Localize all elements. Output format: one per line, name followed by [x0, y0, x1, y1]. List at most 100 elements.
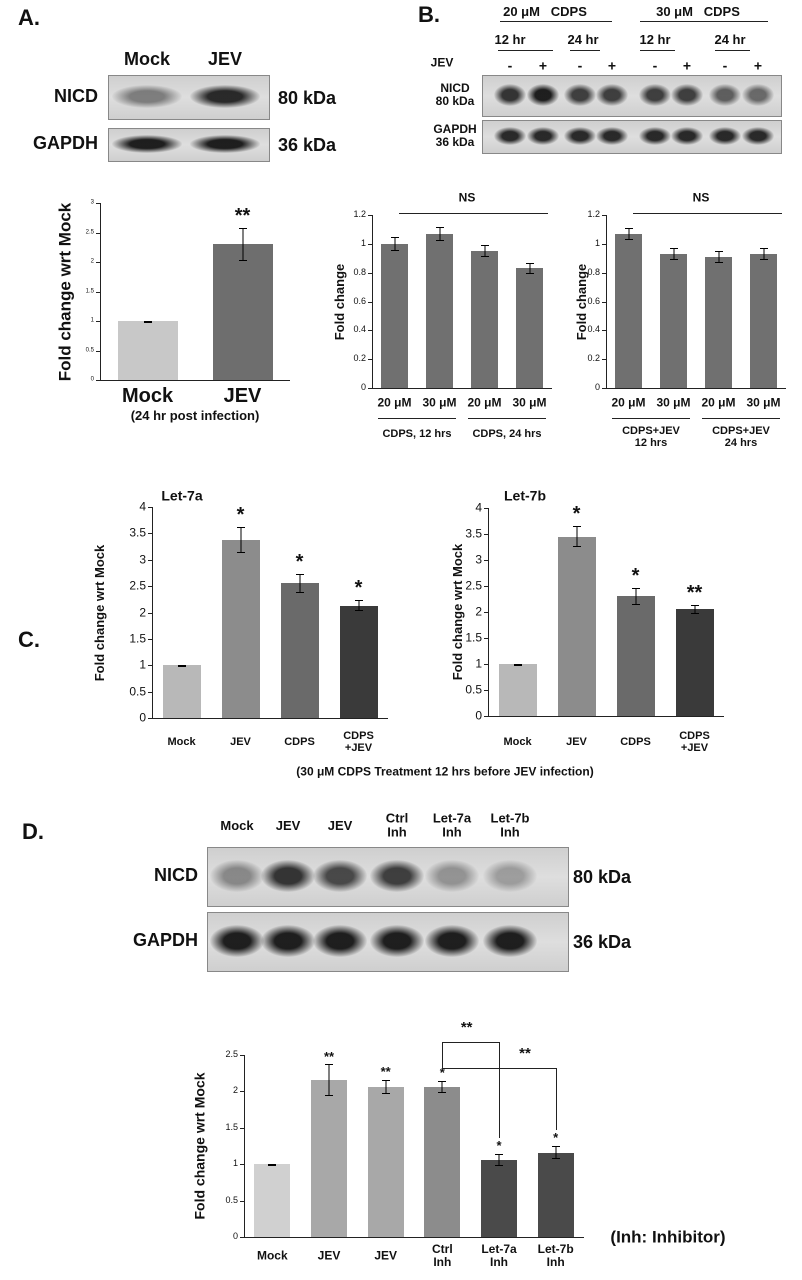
blot-band: [313, 860, 367, 892]
x-tick-label: 20 μM: [611, 395, 646, 410]
blot-band: [370, 925, 424, 957]
y-tick-label: 1.5: [465, 630, 482, 645]
x-tick-label: CDPS: [284, 735, 315, 748]
y-tick-label: 1: [232, 1158, 238, 1169]
row-label: NICD: [154, 865, 198, 886]
y-tick: [368, 272, 372, 274]
group-label: CDPS, 24 hrs: [472, 427, 542, 440]
y-tick: [484, 534, 488, 535]
x-tick-label: Let-7a Inh: [481, 1241, 517, 1269]
bar: [117, 321, 178, 380]
blot-band: [425, 860, 479, 892]
y-tick-label: 0: [232, 1231, 238, 1242]
bar: [162, 665, 201, 718]
lane-label: +: [607, 57, 617, 74]
x-tick-label: JEV: [374, 1248, 397, 1263]
y-tick-label: 3.5: [129, 525, 146, 540]
bar: [616, 596, 655, 716]
y-tick: [96, 291, 100, 293]
header-line: [500, 21, 612, 22]
group-line: [612, 418, 690, 419]
y-axis: [100, 203, 101, 380]
y-tick-label: 0: [90, 376, 94, 383]
y-tick-label: 1.5: [85, 288, 94, 295]
caption: (30 μM CDPS Treatment 12 hrs before JEV …: [296, 764, 594, 779]
y-tick-label: 0: [594, 382, 600, 393]
error-bar: [572, 526, 581, 547]
panel-label: C.: [18, 626, 40, 652]
bar: [280, 583, 319, 718]
significance-marker: *: [553, 1130, 559, 1146]
error-bar: [177, 665, 186, 668]
error-bar: [354, 600, 363, 611]
x-axis: [372, 388, 552, 389]
x-tick-label: CDPS: [620, 735, 651, 748]
y-axis: [372, 215, 373, 388]
y-tick: [484, 638, 488, 639]
y-tick: [148, 507, 152, 508]
blot-band: [370, 860, 424, 892]
bar: [339, 605, 378, 718]
blot-band: [483, 860, 537, 892]
y-tick-label: 1.2: [587, 209, 600, 220]
x-tick-label: Mock: [503, 735, 532, 748]
y-tick-label: 1: [475, 656, 482, 671]
y-axis-label: Fold change: [331, 263, 347, 340]
blot-band: [527, 127, 559, 145]
group-label: CDPS, 12 hrs: [382, 427, 452, 440]
y-axis: [488, 508, 489, 716]
error-bar: [624, 227, 633, 240]
error-bar: [551, 1146, 560, 1160]
y-tick-label: 2: [139, 604, 146, 619]
y-tick: [484, 508, 488, 509]
y-tick: [148, 612, 152, 614]
significance-marker: *: [572, 503, 581, 526]
x-tick-label: 20 μM: [701, 395, 736, 410]
y-tick: [148, 559, 152, 561]
significance-marker: *: [631, 564, 640, 587]
lane-label: Mock: [123, 49, 171, 70]
row-label: NICD 80 kDa: [435, 80, 475, 108]
y-tick: [148, 691, 152, 693]
y-tick-label: 1: [594, 237, 600, 248]
time-label: 12 hr: [639, 31, 671, 47]
y-tick-label: 0: [475, 708, 482, 723]
blot-band: [494, 127, 526, 145]
time-label: 24 hr: [567, 31, 599, 47]
x-tick-label: 30 μM: [512, 395, 547, 410]
y-tick-label: 2: [232, 1085, 238, 1096]
panel-label: B.: [418, 1, 440, 27]
treatment-label: 30 μM CDPS: [656, 3, 740, 19]
y-tick-label: 2.5: [85, 229, 94, 236]
blot-band: [639, 84, 671, 106]
blot-band: [742, 84, 774, 106]
x-tick-label: 20 μM: [467, 395, 502, 410]
bar: [498, 664, 537, 716]
x-tick-label: CDPS +JEV: [343, 729, 374, 754]
significance-marker: *: [295, 550, 304, 573]
y-tick: [602, 243, 606, 245]
jev-label: JEV: [430, 55, 454, 70]
y-tick: [240, 1091, 244, 1093]
treatment-label: 20 μM CDPS: [503, 3, 587, 19]
header-line: [640, 50, 675, 51]
y-tick: [96, 262, 100, 263]
comparison-line: [442, 1068, 556, 1069]
x-axis: [100, 380, 290, 381]
blot-band: [313, 925, 367, 957]
lane-label: -: [577, 57, 583, 74]
error-bar: [513, 664, 522, 666]
row-label: NICD: [54, 85, 98, 106]
y-tick-label: 0.8: [353, 266, 366, 277]
blot-band: [596, 84, 628, 106]
bar: [254, 1164, 291, 1237]
y-tick-label: 0.5: [85, 347, 94, 354]
panel-label: D.: [22, 818, 44, 844]
bar: [516, 268, 543, 388]
y-tick-label: 2.5: [129, 578, 146, 593]
significance-line: [633, 213, 782, 214]
error-bar: [295, 573, 304, 593]
time-label: 12 hr: [494, 31, 526, 47]
blot-band: [671, 127, 703, 145]
y-tick-label: 4: [139, 499, 146, 514]
